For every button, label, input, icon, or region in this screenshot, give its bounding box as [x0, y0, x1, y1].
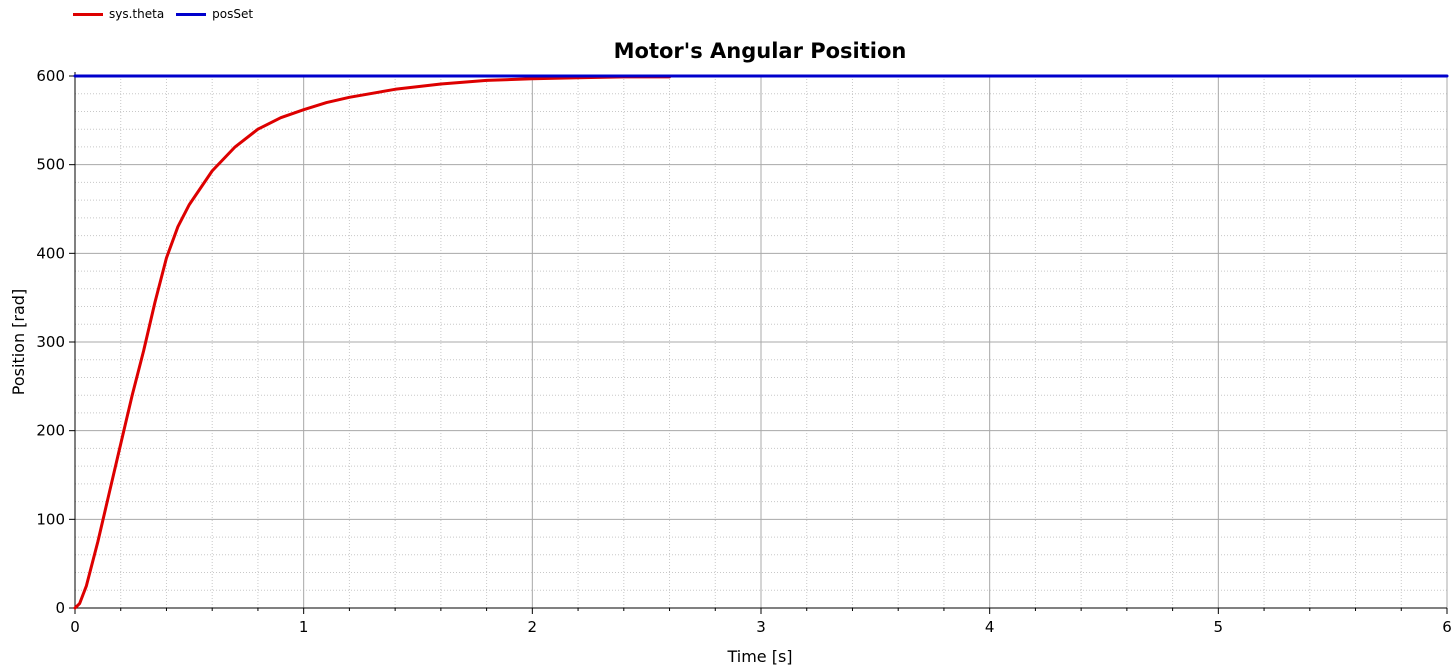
tick-labels: 0 1 2 3 4 5 6 0 100 200 300 400 500 600 [36, 67, 1451, 636]
y-tick-label: 400 [36, 244, 65, 262]
major-grid [74, 75, 1448, 609]
x-tick-label: 6 [1442, 618, 1452, 636]
x-tick-label: 5 [1214, 618, 1224, 636]
chart-title: Motor's Angular Position [614, 39, 907, 63]
x-tick-label: 0 [70, 618, 80, 636]
y-tick-label: 300 [36, 333, 65, 351]
x-tick-label: 1 [299, 618, 309, 636]
y-tick-label: 200 [36, 422, 65, 440]
x-axis-label: Time [s] [726, 647, 792, 666]
legend: sys.theta posSet [73, 7, 265, 21]
series-line-sys-theta [73, 75, 671, 610]
legend-swatch-sys-theta [73, 12, 103, 16]
y-tick-label: 0 [55, 599, 65, 617]
series-lines [73, 74, 1449, 610]
legend-label-posset: posSet [212, 7, 254, 21]
x-tick-label: 4 [985, 618, 995, 636]
y-tick-label: 600 [36, 67, 65, 85]
x-tick-label: 3 [756, 618, 766, 636]
legend-label-sys-theta: sys.theta [109, 7, 165, 21]
axes [69, 72, 1448, 614]
y-axis-label: Position [rad] [9, 289, 28, 395]
legend-swatch-posset [176, 12, 207, 16]
y-tick-label: 500 [36, 156, 65, 174]
y-tick-label: 100 [36, 510, 65, 528]
legend-item-posset[interactable]: posSet [176, 7, 253, 21]
x-tick-label: 2 [528, 618, 538, 636]
legend-item-sys-theta[interactable]: sys.theta [73, 7, 164, 21]
